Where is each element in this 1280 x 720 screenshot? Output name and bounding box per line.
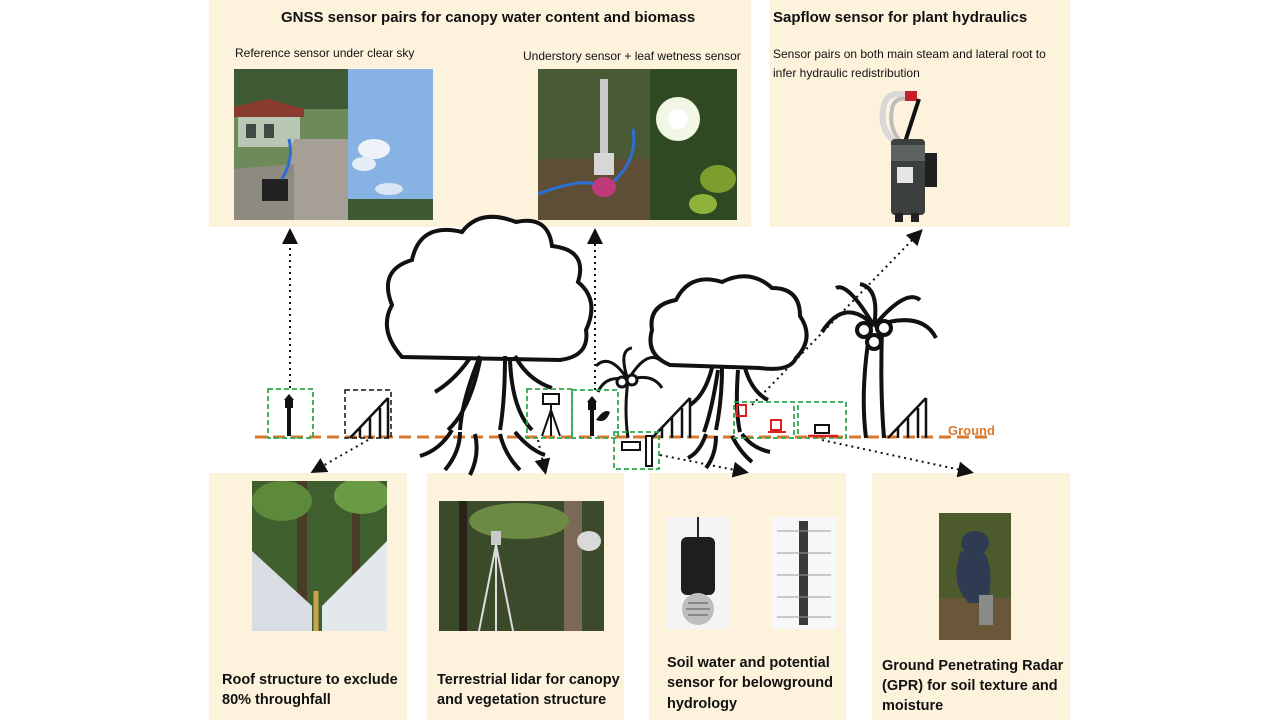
understory-sensor-caption: Understory sensor + leaf wetness sensor [523,49,741,63]
soil-sensor-box [613,431,660,470]
roof-title-line1: Roof structure to exclude [222,672,398,688]
soil-profile-probe-photo [771,517,837,629]
ground-label: Ground [948,423,995,438]
soil-title-line2: sensor for belowground [667,675,833,691]
understory-sensor-photo [538,69,737,220]
soil-sensor-photo [667,517,729,629]
gnss-reference-box [267,388,314,439]
small-palm-tree [594,346,664,439]
sapflow-caption-line1: Sensor pairs on both main steam and late… [773,47,1046,61]
gpr-title-line3: moisture [882,698,944,714]
arrow-to-gpr-panel [821,439,974,478]
understory-sensor-icon [587,396,610,436]
roof-structure-box [344,389,392,439]
roof-title-line2: 80% throughfall [222,692,331,708]
gnss-panel: GNSS sensor pairs for canopy water conte… [209,0,751,227]
lidar-tripod-icon [541,393,561,437]
sapflow-panel-title: Sapflow sensor for plant hydraulics [773,9,1028,26]
gpr-box [797,401,847,439]
gnss-reference-sensor-icon [284,394,294,436]
lidar-title-line2: and vegetation structure [437,692,607,708]
gpr-title-line1: Ground Penetrating Radar [882,658,1064,674]
soil-title-line1: Soil water and potential [667,655,830,671]
sapflow-sensor-photo [875,87,945,224]
roof-structure-icon [651,397,692,439]
sapflow-stem-sensor-icon [736,404,747,417]
leaf-icon [596,411,610,421]
reference-sensor-photo [234,69,433,220]
small-tree [648,274,809,470]
understory-sensor-box [571,389,619,439]
soil-panel: Soil water and potential sensor for belo… [649,473,846,720]
soil-sensor-icon [621,435,653,467]
sapflow-root-sensor-icon [768,419,786,433]
lidar-photo [439,501,604,631]
gpr-panel: Ground Penetrating Radar (GPR) for soil … [872,473,1070,720]
roof-panel: Roof structure to exclude 80% throughfal… [209,473,407,720]
roof-structure-icon [887,397,928,439]
lidar-panel: Terrestrial lidar for canopy and vegetat… [427,473,624,720]
sapflow-caption-line2: infer hydraulic redistribution [773,66,920,80]
lidar-box [526,388,573,439]
arrow-to-soil-panel [659,454,749,478]
large-palm-tree [820,282,938,439]
roof-structure-photo [252,481,387,631]
arrow-to-roof-panel [310,439,369,473]
gnss-panel-title: GNSS sensor pairs for canopy water conte… [281,9,696,26]
sapflow-panel: Sapflow sensor for plant hydraulics Sens… [770,0,1070,227]
gpr-photo [939,513,1011,640]
large-tree [384,214,594,476]
arrow-to-sapflow-panel [751,229,923,406]
lidar-title-line1: Terrestrial lidar for canopy [437,672,620,688]
soil-title-line3: hydrology [667,696,738,712]
gpr-title-line2: (GPR) for soil texture and [882,678,1058,694]
reference-sensor-caption: Reference sensor under clear sky [235,46,415,60]
gpr-device-icon [808,424,838,438]
roof-structure-icon [349,397,390,439]
